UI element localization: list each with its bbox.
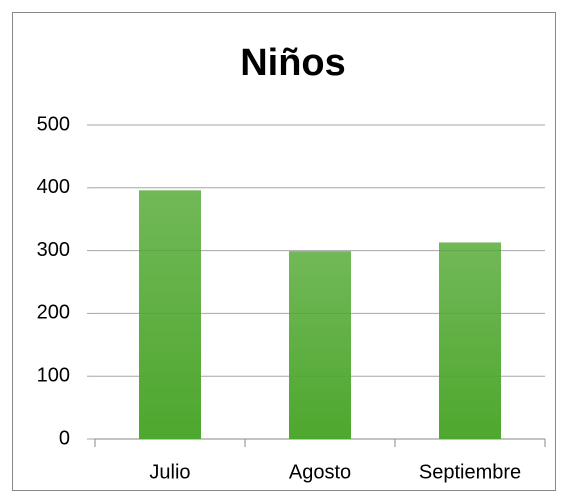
- y-tick-label: 400: [37, 176, 70, 198]
- chart-title: Niños: [240, 42, 346, 84]
- y-tick-label: 200: [37, 302, 70, 324]
- y-tick-label: 300: [37, 239, 70, 261]
- bar: [289, 251, 351, 439]
- y-tick-label: 100: [37, 364, 70, 386]
- x-tick-label: Septiembre: [419, 461, 521, 483]
- x-tick-label: Julio: [149, 461, 190, 483]
- y-tick-label: 500: [37, 113, 70, 135]
- bar: [139, 190, 201, 439]
- bar: [439, 242, 501, 439]
- y-tick-label: 0: [59, 427, 70, 449]
- x-tick-label: Agosto: [289, 461, 351, 483]
